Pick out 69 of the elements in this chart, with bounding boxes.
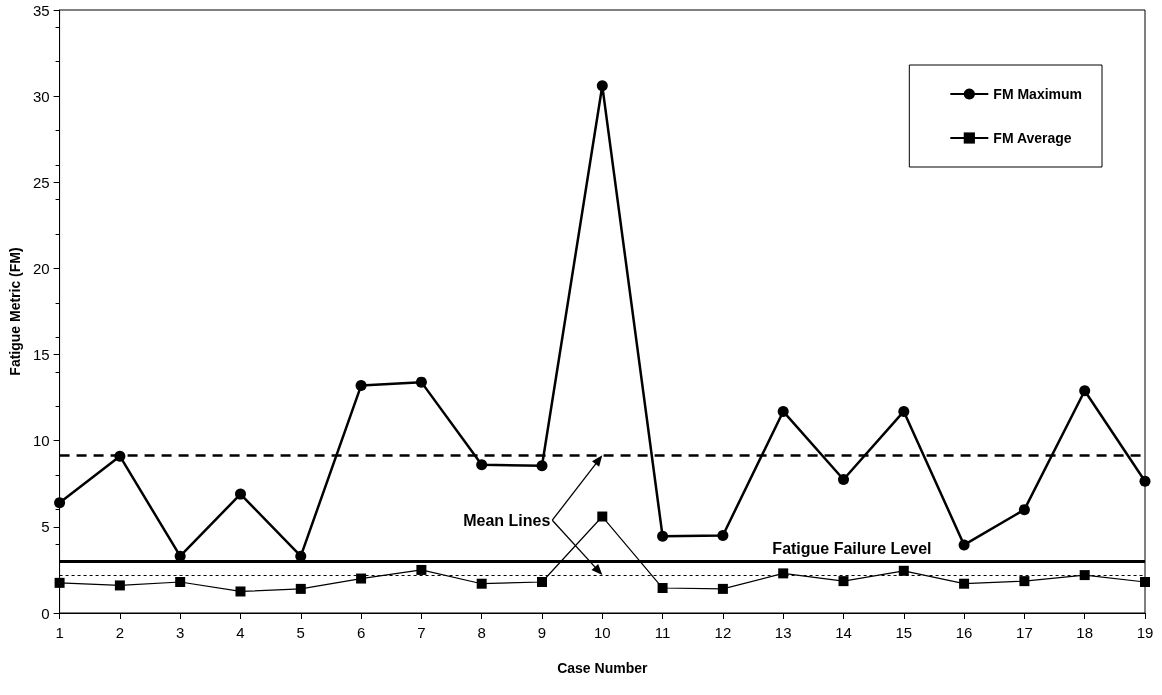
- y-tick-label: 30: [32, 87, 50, 105]
- ref-line-label: Fatigue Failure Level: [772, 539, 932, 557]
- x-tick-label: 1: [55, 624, 64, 641]
- point: [958, 539, 970, 551]
- point: [778, 568, 789, 579]
- y-axis-title: Fatigue Metric (FM): [7, 247, 23, 376]
- point: [235, 488, 246, 500]
- y-tick-label: 0: [41, 604, 50, 622]
- x-tick-label: 7: [417, 624, 426, 641]
- x-tick-label: 10: [593, 624, 611, 641]
- point: [1140, 576, 1150, 587]
- x-tick-label: 11: [654, 624, 671, 641]
- point: [54, 577, 65, 588]
- point: [175, 576, 186, 587]
- x-tick-label: 3: [176, 624, 185, 641]
- point: [717, 529, 729, 541]
- point: [597, 511, 608, 522]
- point: [114, 580, 125, 591]
- legend-label: FM Average: [993, 130, 1072, 146]
- x-tick-label: 13: [774, 624, 792, 641]
- point: [838, 473, 849, 485]
- x-tick-label: 19: [1136, 624, 1154, 641]
- point: [476, 459, 488, 471]
- point: [717, 583, 728, 594]
- annotation: Mean Lines: [463, 511, 551, 529]
- point: [536, 576, 547, 587]
- point: [114, 450, 126, 462]
- point: [295, 583, 306, 594]
- x-tick-label: 9: [537, 624, 547, 641]
- point: [596, 80, 608, 92]
- x-tick-label: 6: [356, 624, 366, 641]
- x-tick-label: 15: [895, 624, 913, 641]
- y-tick-label: 35: [32, 1, 50, 19]
- point: [1019, 576, 1030, 587]
- y-tick-label: 5: [41, 518, 50, 536]
- y-tick-label: 15: [32, 346, 50, 364]
- point: [476, 578, 487, 589]
- x-tick-label: 12: [714, 624, 732, 641]
- point: [657, 530, 669, 542]
- point: [536, 460, 548, 472]
- x-tick-label: 4: [236, 624, 245, 641]
- point: [416, 564, 427, 575]
- x-tick-label: 16: [955, 624, 973, 641]
- point: [838, 576, 849, 587]
- point: [1139, 475, 1151, 487]
- y-tick-label: 25: [32, 173, 50, 191]
- y-tick-label: 10: [32, 432, 50, 450]
- legend-label: FM Maximum: [993, 86, 1083, 102]
- point: [1079, 570, 1090, 581]
- point: [898, 405, 910, 417]
- y-tick-label: 20: [32, 259, 50, 277]
- point: [1079, 385, 1091, 397]
- x-tick-label: 5: [296, 624, 305, 641]
- x-axis-title: Case Number: [557, 660, 648, 676]
- point: [777, 405, 789, 417]
- point: [959, 578, 970, 589]
- point: [235, 586, 246, 597]
- point: [898, 565, 909, 576]
- point: [54, 497, 66, 509]
- x-tick-label: 17: [1016, 624, 1033, 641]
- point: [356, 573, 367, 584]
- x-tick-label: 14: [835, 624, 852, 641]
- x-tick-label: 2: [115, 624, 125, 641]
- x-tick-label: 8: [477, 624, 486, 641]
- point: [415, 376, 427, 388]
- x-tick-label: 18: [1076, 624, 1094, 641]
- point: [657, 583, 668, 594]
- point: [1018, 504, 1030, 516]
- point: [355, 380, 367, 392]
